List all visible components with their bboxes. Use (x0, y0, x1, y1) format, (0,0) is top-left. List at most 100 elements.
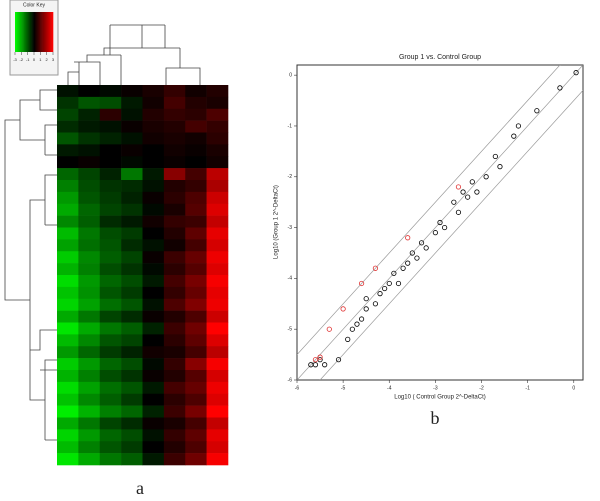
heatmap-cell (142, 191, 165, 205)
y-tick-label: -1 (288, 123, 293, 129)
heatmap-cell (206, 298, 229, 311)
heatmap-cell (142, 275, 165, 288)
heatmap-cell (57, 298, 79, 311)
heatmap-cell (185, 358, 207, 371)
heatmap-cell (142, 144, 165, 157)
heatmap-cell (99, 453, 122, 466)
data-point (455, 184, 462, 190)
heatmap-cell (163, 85, 186, 98)
heatmap-cell (163, 239, 186, 252)
heatmap-cell (57, 453, 79, 466)
data-point (451, 199, 457, 205)
heatmap-cell (206, 441, 229, 454)
heatmap-cell (78, 215, 101, 228)
heatmap-cell (142, 429, 165, 442)
heatmap-cell (142, 346, 165, 359)
data-point (437, 219, 443, 226)
data-point (400, 265, 406, 271)
heatmap-cell (185, 120, 207, 133)
data-point (391, 270, 397, 276)
color-key-tick-label: 3 (52, 57, 55, 62)
heatmap-cell (78, 298, 101, 311)
heatmap-cell (78, 370, 101, 383)
data-point (405, 235, 411, 241)
heatmap-cell (121, 251, 143, 264)
heatmap-cell (57, 263, 79, 276)
heatmap-cell (121, 180, 143, 193)
heatmap-cell (185, 322, 207, 335)
data-point (372, 265, 379, 271)
heatmap-cell (99, 381, 122, 395)
heatmap-cell (99, 96, 122, 110)
heatmap-cell (57, 215, 79, 228)
heatmap-cell (57, 180, 79, 193)
heatmap-cell (78, 381, 101, 395)
data-point (534, 108, 540, 114)
data-point (409, 250, 415, 256)
heatmap-cell (121, 417, 143, 430)
data-point (395, 280, 402, 287)
heatmap-cell (78, 108, 101, 121)
heatmap-cell (121, 286, 143, 300)
heatmap-cell (142, 370, 165, 383)
heatmap-cell (57, 417, 79, 430)
data-point (432, 230, 438, 236)
heatmap-cell (99, 429, 122, 442)
heatmap-cell (142, 251, 165, 264)
x-tick-label: -2 (479, 385, 484, 391)
heatmap-cell (185, 144, 207, 157)
data-point (469, 179, 475, 185)
heatmap-cell (121, 298, 143, 311)
heatmap-cell (121, 85, 143, 98)
reference-lines (297, 65, 583, 380)
heatmap-cell (142, 180, 165, 193)
color-key-swatch (31, 12, 33, 52)
color-key-tick-label: -1 (26, 57, 30, 62)
reference-line (297, 65, 583, 380)
heatmap-cell (57, 239, 79, 252)
heatmap-cell (142, 393, 165, 406)
heatmap-cell (206, 132, 229, 145)
x-tick-label: -4 (387, 385, 392, 391)
color-key-swatch (38, 12, 40, 52)
color-key-swatch (30, 12, 32, 52)
heatmap-cell (142, 453, 165, 466)
x-tick-label: -3 (433, 385, 438, 391)
data-point (497, 164, 503, 170)
heatmap-cell (57, 334, 79, 347)
heatmap-cell (142, 96, 165, 110)
heatmap-cell (185, 429, 207, 442)
heatmap-cell (57, 358, 79, 371)
color-key-swatch (19, 12, 21, 52)
data-point (354, 321, 360, 327)
heatmap-cell (121, 405, 143, 418)
heatmap-cell (99, 393, 122, 406)
heatmap-cell (121, 334, 143, 347)
panel-label: b (431, 408, 440, 428)
heatmap-cell (163, 429, 186, 442)
heatmap-cell (206, 275, 229, 288)
heatmap-cell (163, 120, 186, 133)
color-key-swatch (35, 12, 38, 52)
data-point (465, 194, 471, 200)
heatmap-cell (57, 310, 79, 323)
heatmap-cell (163, 298, 186, 311)
heatmap-cell (99, 239, 122, 252)
heatmap-cell (185, 215, 207, 228)
color-key-swatch (43, 12, 45, 52)
heatmap-cell (142, 334, 165, 347)
heatmap-cell (57, 227, 79, 240)
heatmap-cell (206, 168, 229, 181)
heatmap-cell (185, 156, 207, 169)
color-key-swatch (29, 12, 31, 52)
heatmap-cell (99, 203, 122, 216)
heatmap-cell (78, 346, 101, 359)
heatmap-cell (163, 263, 186, 276)
heatmap-cell (78, 405, 101, 418)
heatmap-cell (121, 441, 143, 454)
heatmap-cell (185, 298, 207, 311)
heatmap-cell (99, 251, 122, 264)
heatmap-cell (78, 358, 101, 371)
x-axis-label: Log10 ( Control Group 2^-DeltaCt) (394, 395, 486, 401)
